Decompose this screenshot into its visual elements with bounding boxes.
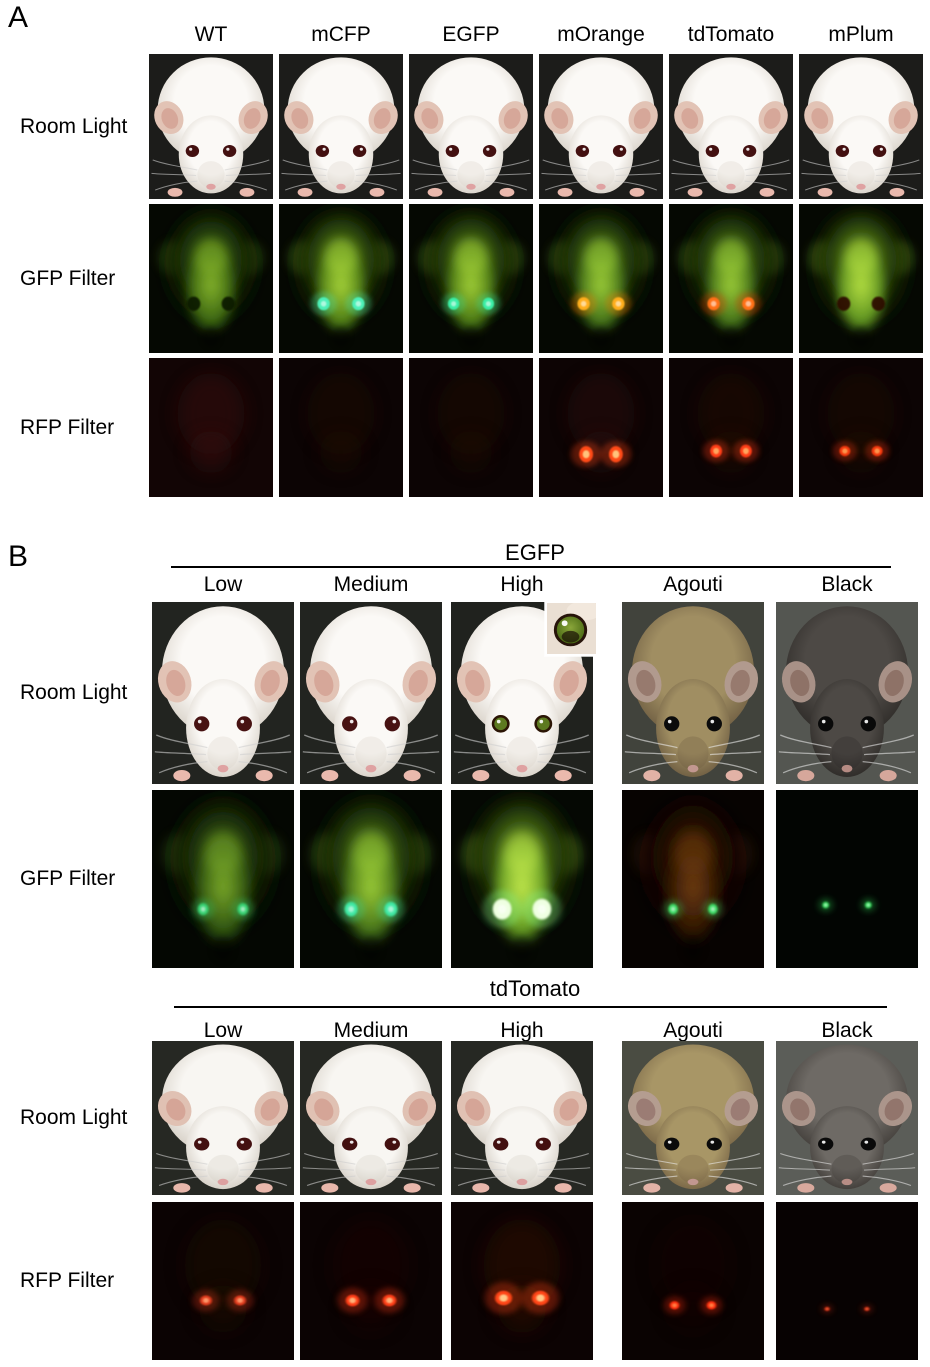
- photo-tdtomato-rfp-filter-high: [451, 1202, 593, 1360]
- photo-a-rfp-filter-mplum: [799, 358, 923, 497]
- panel-a-row-label-rfp-filter: RFP Filter: [20, 415, 115, 439]
- photo-tdtomato-rfp-filter-medium: [300, 1202, 442, 1360]
- section-tdtomato-column-header-medium: Medium: [333, 1019, 409, 1042]
- panel-a-column-header-egfp: EGFP: [442, 23, 500, 46]
- panel-a-row-label-room-light: Room Light: [20, 114, 128, 138]
- panel-a-label: A: [8, 1, 29, 34]
- photo-a-room-light-wt: [149, 54, 273, 199]
- photo-a-rfp-filter-morange: [539, 358, 663, 497]
- photo-tdtomato-room-light-black: [776, 1041, 918, 1195]
- section-egfp-column-header-agouti: Agouti: [663, 573, 723, 596]
- section-egfp-column-header-black: Black: [821, 573, 873, 596]
- section-tdtomato-column-header-high: High: [500, 1019, 544, 1042]
- panel-b-label: B: [8, 540, 29, 573]
- photo-egfp-gfp-filter-low: [152, 790, 294, 968]
- section-egfp-column-header-high: High: [500, 573, 544, 596]
- photo-tdtomato-room-light-medium: [300, 1041, 442, 1195]
- section-tdtomato-row-label-rfp-filter: RFP Filter: [20, 1269, 115, 1292]
- photo-egfp-gfp-filter-black: [776, 790, 918, 968]
- photo-tdtomato-rfp-filter-black: [776, 1202, 918, 1360]
- panel-a-column-header-morange: mOrange: [557, 23, 645, 46]
- section-egfp-row-label-gfp-filter: GFP Filter: [20, 867, 116, 890]
- photo-tdtomato-room-light-high: [451, 1041, 593, 1195]
- photo-egfp-gfp-filter-agouti: [622, 790, 764, 968]
- photo-a-room-light-morange: [539, 54, 663, 199]
- photo-a-gfp-filter-wt: [149, 204, 273, 353]
- panel-a-column-header-mplum: mPlum: [828, 23, 894, 46]
- photo-tdtomato-room-light-agouti: [622, 1041, 764, 1195]
- photo-egfp-room-light-agouti: [622, 602, 764, 784]
- section-title-tdtomato: tdTomato: [489, 976, 581, 1001]
- photo-a-gfp-filter-egfp: [409, 204, 533, 353]
- section-tdtomato-row-label-room-light: Room Light: [20, 1106, 128, 1129]
- section-underline-tdtomato: [174, 1006, 887, 1008]
- photo-egfp-gfp-filter-high: [451, 790, 593, 968]
- panel-a-row-label-gfp-filter: GFP Filter: [20, 266, 116, 290]
- photo-a-rfp-filter-mcfp: [279, 358, 403, 497]
- photo-a-gfp-filter-morange: [539, 204, 663, 353]
- photo-egfp-room-light-black: [776, 602, 918, 784]
- photo-a-room-light-tdtomato: [669, 54, 793, 199]
- panel-a-column-header-mcfp: mCFP: [311, 23, 371, 46]
- photo-egfp-room-light-low: [152, 602, 294, 784]
- photo-a-gfp-filter-mcfp: [279, 204, 403, 353]
- section-egfp-column-header-low: Low: [203, 573, 243, 596]
- photo-egfp-room-light-medium: [300, 602, 442, 784]
- photo-a-rfp-filter-wt: [149, 358, 273, 497]
- photo-a-gfp-filter-tdtomato: [669, 204, 793, 353]
- section-tdtomato-column-header-low: Low: [203, 1019, 243, 1042]
- photo-tdtomato-rfp-filter-low: [152, 1202, 294, 1360]
- photo-egfp-gfp-filter-medium: [300, 790, 442, 968]
- photo-tdtomato-rfp-filter-agouti: [622, 1202, 764, 1360]
- panel-a-column-header-wt: WT: [194, 23, 228, 46]
- photo-tdtomato-room-light-low: [152, 1041, 294, 1195]
- section-title-egfp: EGFP: [505, 540, 565, 565]
- panel-a-column-header-tdtomato: tdTomato: [687, 23, 775, 46]
- photo-a-rfp-filter-tdtomato: [669, 358, 793, 497]
- section-underline-egfp: [171, 566, 891, 568]
- section-tdtomato-column-header-agouti: Agouti: [663, 1019, 723, 1042]
- photo-a-room-light-mplum: [799, 54, 923, 199]
- photo-a-room-light-egfp: [409, 54, 533, 199]
- section-tdtomato-column-header-black: Black: [821, 1019, 873, 1042]
- inset-green-eye-closeup: [545, 601, 598, 656]
- photo-a-room-light-mcfp: [279, 54, 403, 199]
- section-egfp-row-label-room-light: Room Light: [20, 681, 128, 704]
- photo-a-rfp-filter-egfp: [409, 358, 533, 497]
- section-egfp-column-header-medium: Medium: [333, 573, 409, 596]
- photo-a-gfp-filter-mplum: [799, 204, 923, 353]
